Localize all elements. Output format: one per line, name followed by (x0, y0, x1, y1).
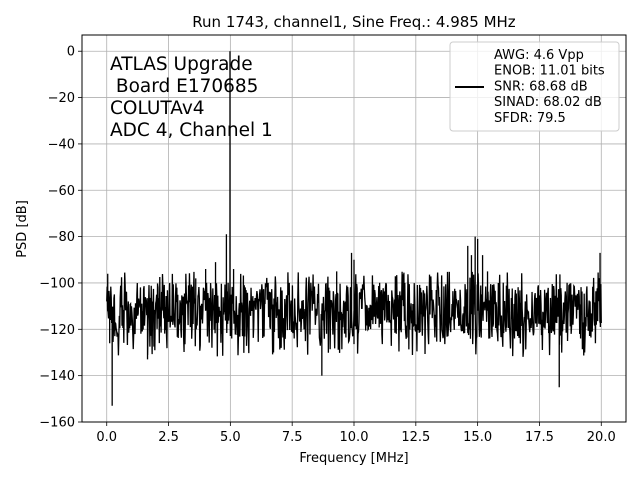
x-tick-label: 5.0 (220, 430, 241, 445)
y-tick-label: −40 (48, 137, 75, 152)
x-tick-label: 7.5 (282, 430, 303, 445)
annotation-line: ADC 4, Channel 1 (110, 120, 273, 141)
legend-entry-line: AWG: 4.6 Vpp (494, 48, 584, 63)
x-axis-label: Frequency [MHz] (299, 451, 408, 466)
y-tick-label: −120 (39, 323, 75, 338)
legend-entry-line: SFDR: 79.5 (494, 111, 566, 126)
legend-entry-line: SNR: 68.68 dB (494, 79, 588, 94)
plot-area (106, 51, 602, 406)
y-tick-label: −60 (48, 184, 75, 199)
x-tick-label: 0.0 (96, 430, 117, 445)
annotation-line: COLUTAv4 (110, 98, 205, 119)
x-tick-label: 2.5 (158, 430, 179, 445)
y-axis-label: PSD [dB] (15, 200, 30, 258)
annotation-line: ATLAS Upgrade (110, 54, 253, 75)
y-axis-ticks: 0 −20 −40 −60 −80 −100 −120 −140 −160 (39, 45, 82, 431)
legend-box (449, 41, 620, 132)
y-tick-label: −160 (39, 416, 75, 431)
x-tick-label: 20.0 (587, 430, 616, 445)
x-tick-label: 15.0 (463, 430, 492, 445)
y-tick-label: −140 (39, 369, 75, 384)
chart-title: Run 1743, channel1, Sine Freq.: 4.985 MH… (192, 13, 516, 31)
y-tick-label: −80 (48, 230, 75, 245)
y-tick-label: −20 (48, 91, 75, 106)
x-tick-label: 10.0 (340, 430, 369, 445)
x-tick-label: 12.5 (401, 430, 430, 445)
y-tick-label: 0 (67, 45, 75, 60)
series-psd-line (106, 51, 602, 406)
legend-entry-line: SINAD: 68.02 dB (494, 95, 602, 110)
annotation-line: Board E170685 (110, 76, 258, 97)
x-tick-label: 17.5 (525, 430, 554, 445)
y-tick-label: −100 (39, 276, 75, 291)
x-axis-ticks: 0.0 2.5 5.0 7.5 10.0 12.5 15.0 17.5 20.0 (96, 422, 616, 445)
legend-entry-line: ENOB: 11.01 bits (494, 64, 605, 79)
